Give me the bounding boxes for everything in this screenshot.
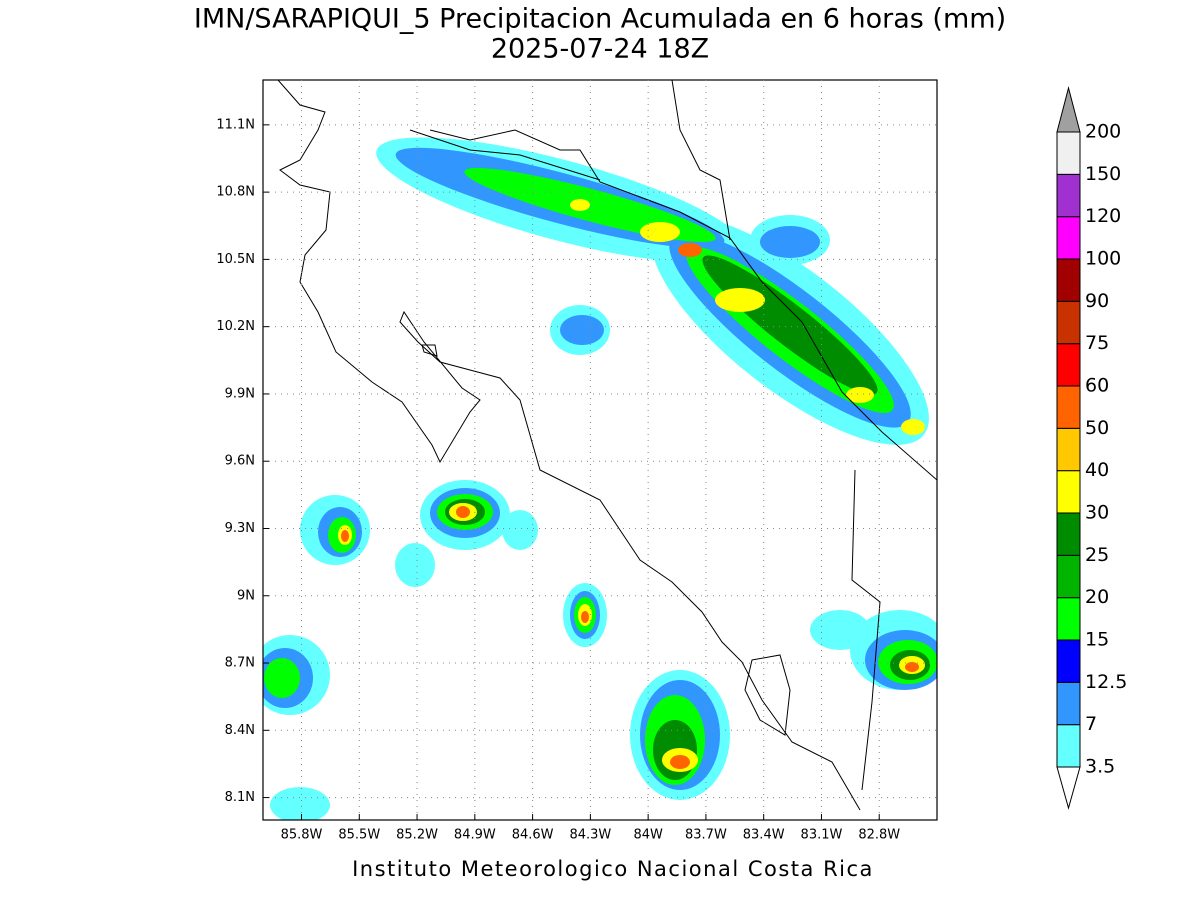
y-tick-label: 9.6N [225, 454, 255, 469]
y-tick-label: 9.3N [225, 521, 255, 536]
precip-field [263, 137, 937, 820]
colorbar-box [1056, 639, 1081, 683]
colorbar-label: 12.5 [1085, 671, 1127, 693]
y-tick-label: 8.7N [225, 656, 255, 671]
y-tick-label: 9N [237, 588, 255, 603]
colorbar-box [1056, 216, 1081, 260]
colorbar-label: 200 [1085, 121, 1121, 143]
y-tick-label: 8.1N [225, 790, 255, 805]
colorbar-box [1056, 470, 1081, 514]
colorbar-label: 20 [1085, 586, 1109, 608]
colorbar-box [1056, 427, 1081, 472]
x-tick-label: 84W [633, 828, 663, 843]
x-tick-label: 83.1W [801, 828, 843, 843]
colorbar-box [1056, 343, 1081, 387]
colorbar-box [1056, 724, 1081, 768]
colorbar-high-triangle [1056, 86, 1081, 133]
y-tick-label: 10.2N [216, 319, 255, 334]
colorbar-label: 90 [1085, 290, 1109, 312]
colorbar-box [1056, 385, 1081, 429]
y-tick-label: 10.5N [216, 252, 255, 267]
colorbar-label: 7 [1085, 713, 1097, 735]
subtitle: 2025-07-24 18Z [491, 34, 709, 65]
x-tick-label: 83.4W [743, 828, 785, 843]
colorbar-label: 100 [1085, 248, 1121, 270]
colorbar-box [1056, 554, 1081, 599]
plot-frame [262, 79, 938, 821]
colorbar-label: 15 [1085, 629, 1109, 651]
map-plot [262, 79, 938, 821]
x-tick-label: 82.8W [858, 828, 900, 843]
y-tick-label: 10.8N [216, 185, 255, 200]
colorbar-label: 3.5 [1085, 756, 1115, 778]
colorbar-box [1056, 681, 1081, 726]
x-tick-label: 84.3W [569, 828, 611, 843]
colorbar-box [1056, 512, 1081, 556]
colorbar-label: 75 [1085, 332, 1109, 354]
colorbar-label: 150 [1085, 163, 1121, 185]
colorbar-label: 60 [1085, 375, 1109, 397]
colorbar-label: 40 [1085, 459, 1109, 481]
footer: Instituto Meteorologico Nacional Costa R… [352, 857, 874, 881]
colorbar-box [1056, 300, 1081, 345]
x-tick-label: 83.7W [685, 828, 727, 843]
colorbar-label: 30 [1085, 502, 1109, 524]
title: IMN/SARAPIQUI_5 Precipitacion Acumulada … [194, 4, 1006, 35]
colorbar-low-triangle [1056, 766, 1081, 810]
coastline [277, 80, 937, 811]
colorbar-label: 50 [1085, 417, 1109, 439]
x-tick-label: 85.8W [281, 828, 323, 843]
y-tick-label: 9.9N [225, 386, 255, 401]
colorbar-box [1056, 131, 1081, 175]
colorbar-box [1056, 597, 1081, 641]
y-tick-label: 8.4N [225, 723, 255, 738]
x-tick-label: 84.9W [454, 828, 496, 843]
colorbar-label: 120 [1085, 205, 1121, 227]
x-tick-label: 85.5W [338, 828, 380, 843]
x-tick-label: 84.6W [512, 828, 554, 843]
y-tick-label: 11.1N [216, 117, 255, 132]
colorbar-box [1056, 258, 1081, 302]
x-tick-label: 85.2W [396, 828, 438, 843]
colorbar-box [1056, 173, 1081, 218]
colorbar-label: 25 [1085, 544, 1109, 566]
